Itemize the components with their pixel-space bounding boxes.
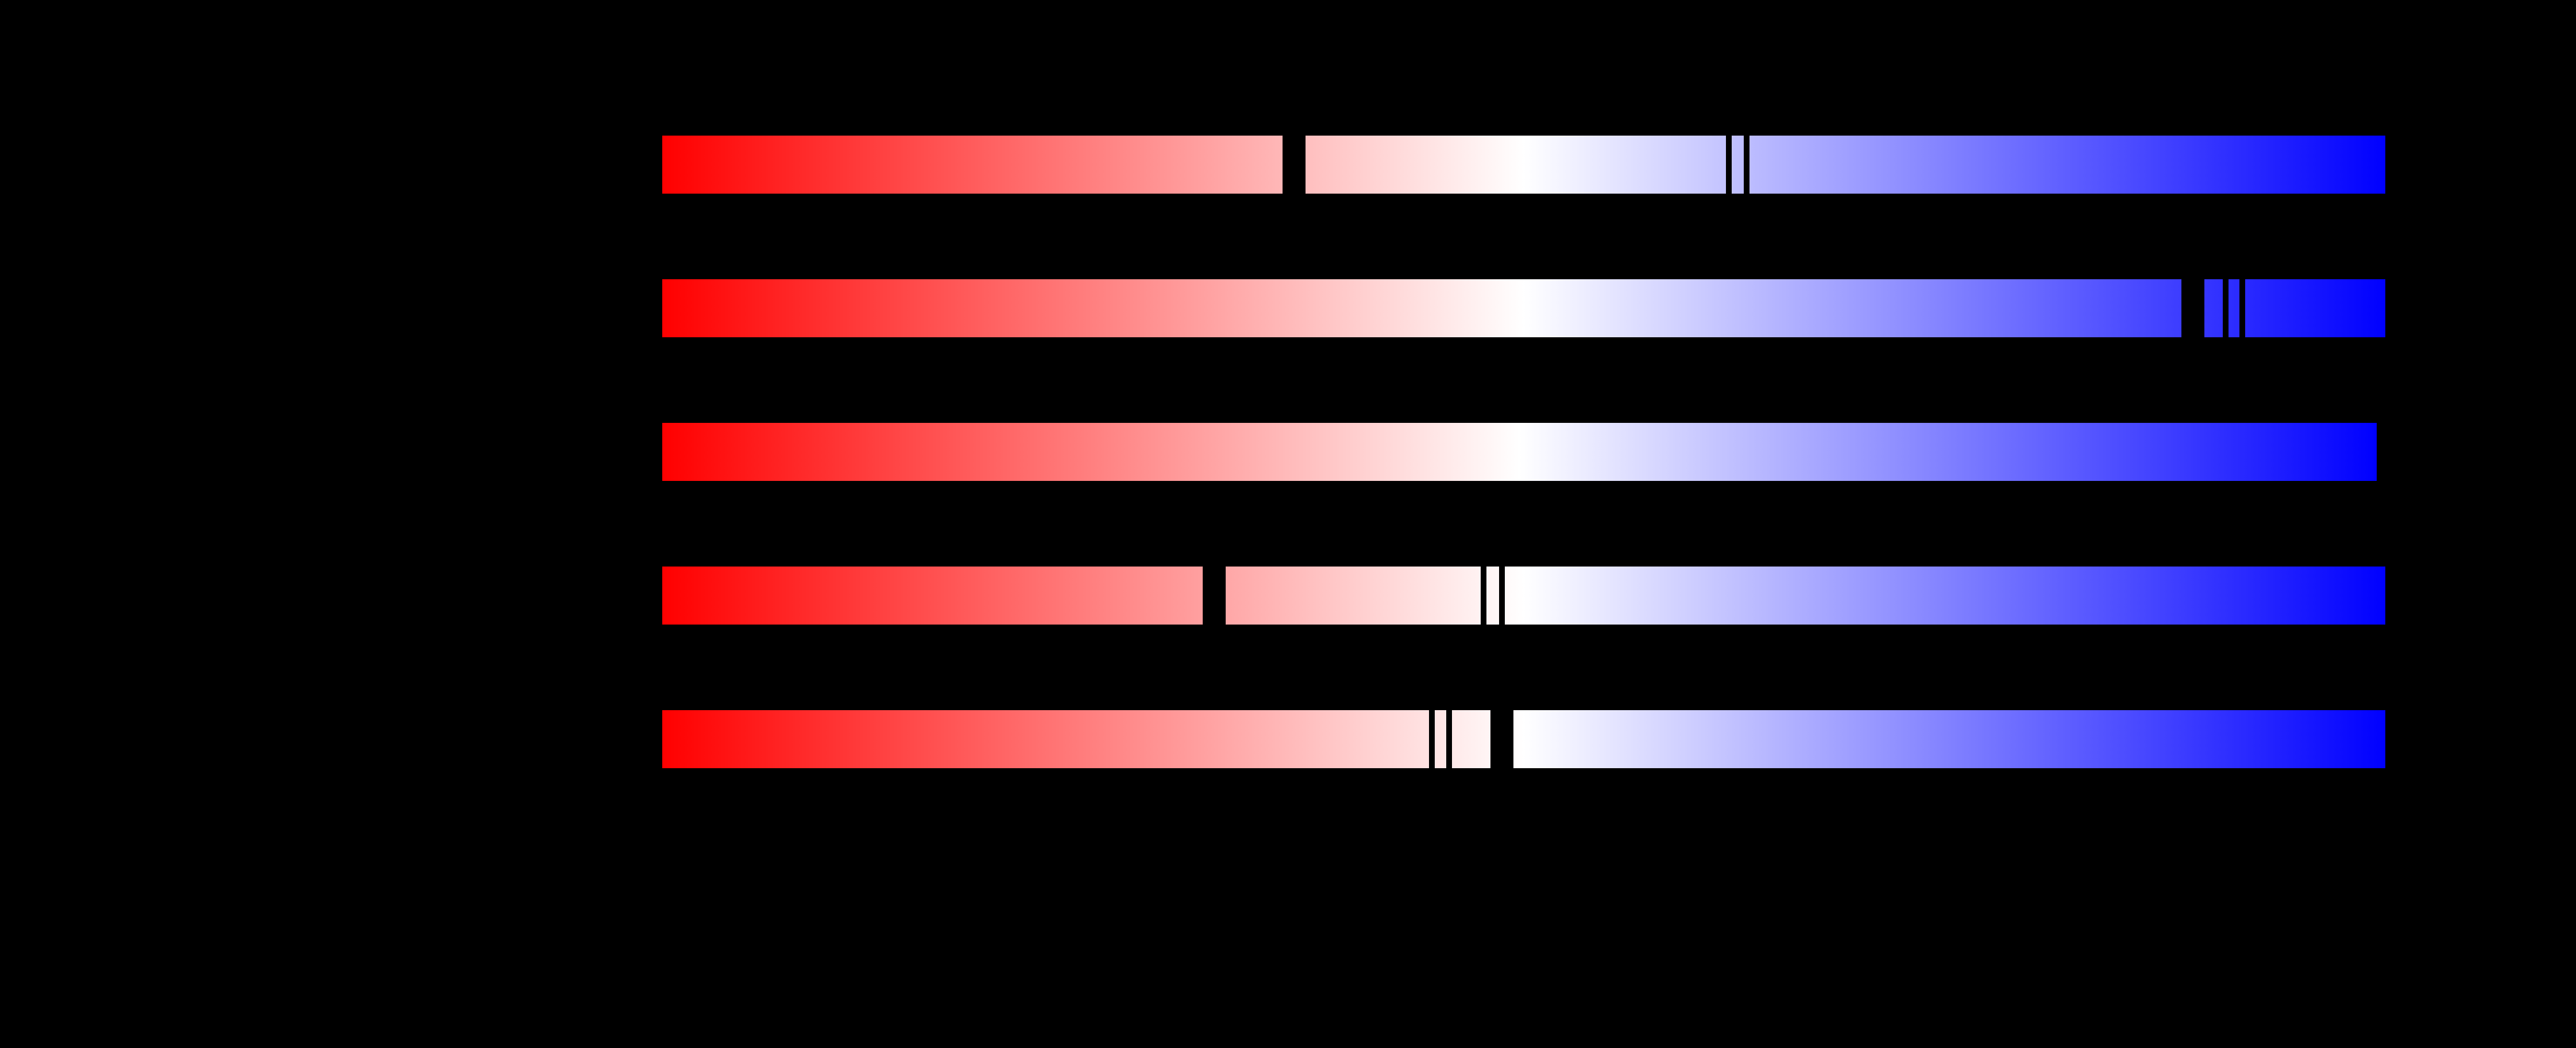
- tick-marker-thin: [2222, 279, 2229, 337]
- tick-marker-thin: [1481, 567, 1487, 625]
- tick-marker-thin: [1743, 136, 1749, 194]
- tick-marker-thick: [1283, 136, 1306, 194]
- gradient-bar: [662, 710, 2385, 768]
- tick-marker-thin: [1726, 136, 1732, 194]
- gradient-bar: [662, 279, 2385, 337]
- tick-marker-thick: [2181, 279, 2204, 337]
- tick-marker-thick: [1202, 567, 1226, 625]
- tick-marker-thin: [1499, 567, 1505, 625]
- tick-marker-thin: [2239, 279, 2245, 337]
- tick-marker-thin: [1446, 710, 1452, 768]
- gradient-bar: [662, 423, 2377, 481]
- tick-marker-thick: [1490, 710, 1513, 768]
- tick-marker-thin: [1428, 710, 1435, 768]
- gradient-bar: [662, 567, 2385, 625]
- gradient-bar: [662, 136, 2385, 194]
